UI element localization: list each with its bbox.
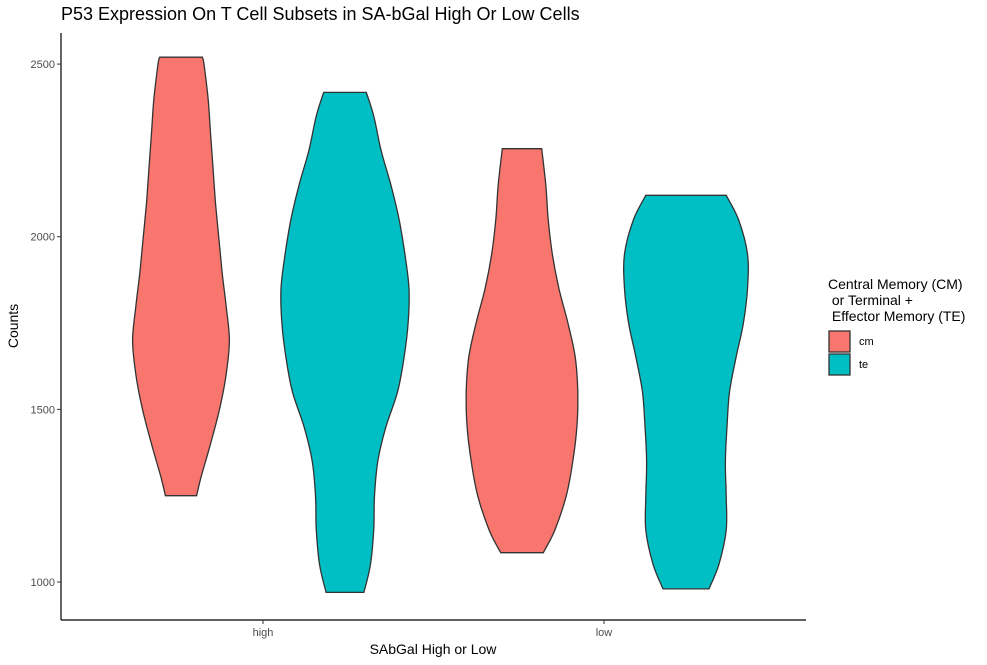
y-tick-label: 1000 xyxy=(31,577,55,589)
legend-label-cm: cm xyxy=(859,336,874,348)
x-axis-ticks: high low xyxy=(253,620,613,639)
x-tick-label: low xyxy=(596,627,613,639)
x-axis-title: SAbGal High or Low xyxy=(370,641,498,657)
y-tick-label: 2500 xyxy=(31,59,55,71)
legend-title-line-2: or Terminal + xyxy=(828,292,913,308)
legend: Central Memory (CM) or Terminal + Effect… xyxy=(828,276,965,376)
x-tick-label: high xyxy=(253,627,274,639)
violin-cm-low xyxy=(465,148,579,554)
violin-te-high xyxy=(280,91,410,594)
violins-layer xyxy=(131,56,749,594)
y-tick-label: 1500 xyxy=(31,404,55,416)
legend-title-line-1: Central Memory (CM) xyxy=(828,276,963,292)
violin-te-low xyxy=(623,194,749,590)
chart-title: P53 Expression On T Cell Subsets in SA-b… xyxy=(61,4,580,24)
legend-swatch-cm xyxy=(828,330,851,353)
y-tick-label: 2000 xyxy=(31,232,55,244)
legend-label-te: te xyxy=(859,359,868,371)
legend-title-line-3: Effector Memory (TE) xyxy=(828,308,965,324)
violin-cm-high xyxy=(131,56,231,497)
y-axis-ticks: 1000 1500 2000 2500 xyxy=(31,59,61,589)
y-axis-title: Counts xyxy=(5,304,21,348)
legend-swatch-te xyxy=(828,353,851,376)
